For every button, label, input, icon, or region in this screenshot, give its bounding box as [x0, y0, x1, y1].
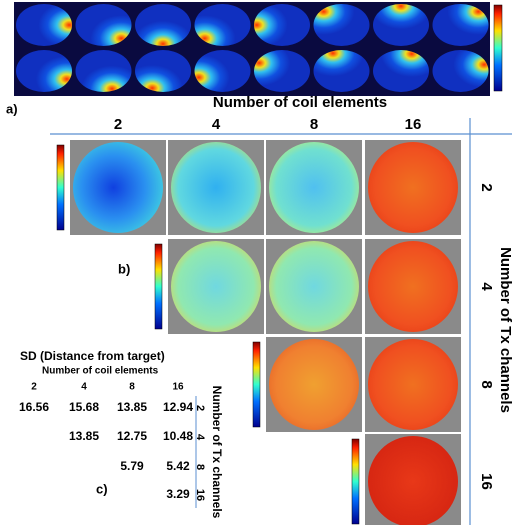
field-map [269, 241, 359, 332]
table-cell: 13.85 [69, 429, 99, 443]
field-map [373, 50, 429, 92]
field-map [195, 50, 251, 92]
row-label: 2 [194, 405, 206, 411]
axis-title: Number of Tx channels [497, 247, 514, 413]
field-map [433, 50, 489, 92]
column-label: 4 [212, 116, 221, 133]
field-map [135, 4, 191, 46]
field-map [16, 50, 72, 92]
table-title: SD (Distance from target) [20, 349, 165, 363]
field-map [135, 50, 191, 92]
row-label: 16 [194, 489, 206, 501]
table-cell: 12.94 [163, 400, 193, 414]
column-label: 4 [81, 382, 87, 393]
field-map [368, 436, 458, 525]
field-map [433, 4, 489, 46]
panel-label: a) [6, 101, 18, 116]
table-x-title: Number of coil elements [42, 366, 159, 377]
colorbar [253, 342, 260, 427]
field-map [171, 142, 261, 233]
table-cell: 13.85 [117, 400, 147, 414]
row-label: 16 [478, 473, 495, 490]
axis-title: Number of coil elements [213, 94, 387, 111]
row-label: 8 [194, 464, 206, 470]
field-map [314, 50, 370, 92]
panel-label: c) [96, 481, 108, 496]
field-map [269, 339, 359, 430]
field-map [314, 4, 370, 46]
column-label: 8 [129, 382, 135, 393]
field-map [195, 4, 251, 46]
field-map [76, 50, 132, 92]
table-cell: 10.48 [163, 429, 193, 443]
row-label: 2 [478, 183, 495, 191]
table-cell: 16.56 [19, 400, 49, 414]
column-label: 16 [405, 116, 422, 133]
column-label: 16 [172, 382, 184, 393]
colorbar [57, 145, 64, 230]
colorbar [494, 5, 502, 91]
column-label: 2 [31, 382, 37, 393]
colorbar [155, 244, 162, 329]
row-label: 4 [194, 434, 206, 441]
field-map [254, 4, 310, 46]
row-label: 4 [478, 282, 495, 291]
table-cell: 5.42 [166, 459, 190, 473]
field-map [73, 142, 163, 233]
field-map [254, 50, 310, 92]
panel-label: b) [118, 261, 130, 276]
column-label: 2 [114, 116, 122, 133]
table-y-title: Number of Tx channels [210, 386, 224, 519]
field-map [373, 4, 429, 46]
figure: a) Number of coil elements b) Number of … [0, 0, 520, 525]
table-cell: 12.75 [117, 429, 147, 443]
field-map [269, 142, 359, 233]
field-map [76, 4, 132, 46]
row-label: 8 [478, 380, 495, 388]
column-label: 8 [310, 116, 318, 133]
colorbar [352, 439, 359, 524]
field-map [171, 241, 261, 332]
field-map [368, 142, 458, 233]
table-cell: 3.29 [166, 487, 190, 501]
field-map [368, 339, 458, 430]
table-cell: 5.79 [120, 459, 144, 473]
table-cell: 15.68 [69, 400, 99, 414]
field-map [368, 241, 458, 332]
field-map [16, 4, 72, 46]
